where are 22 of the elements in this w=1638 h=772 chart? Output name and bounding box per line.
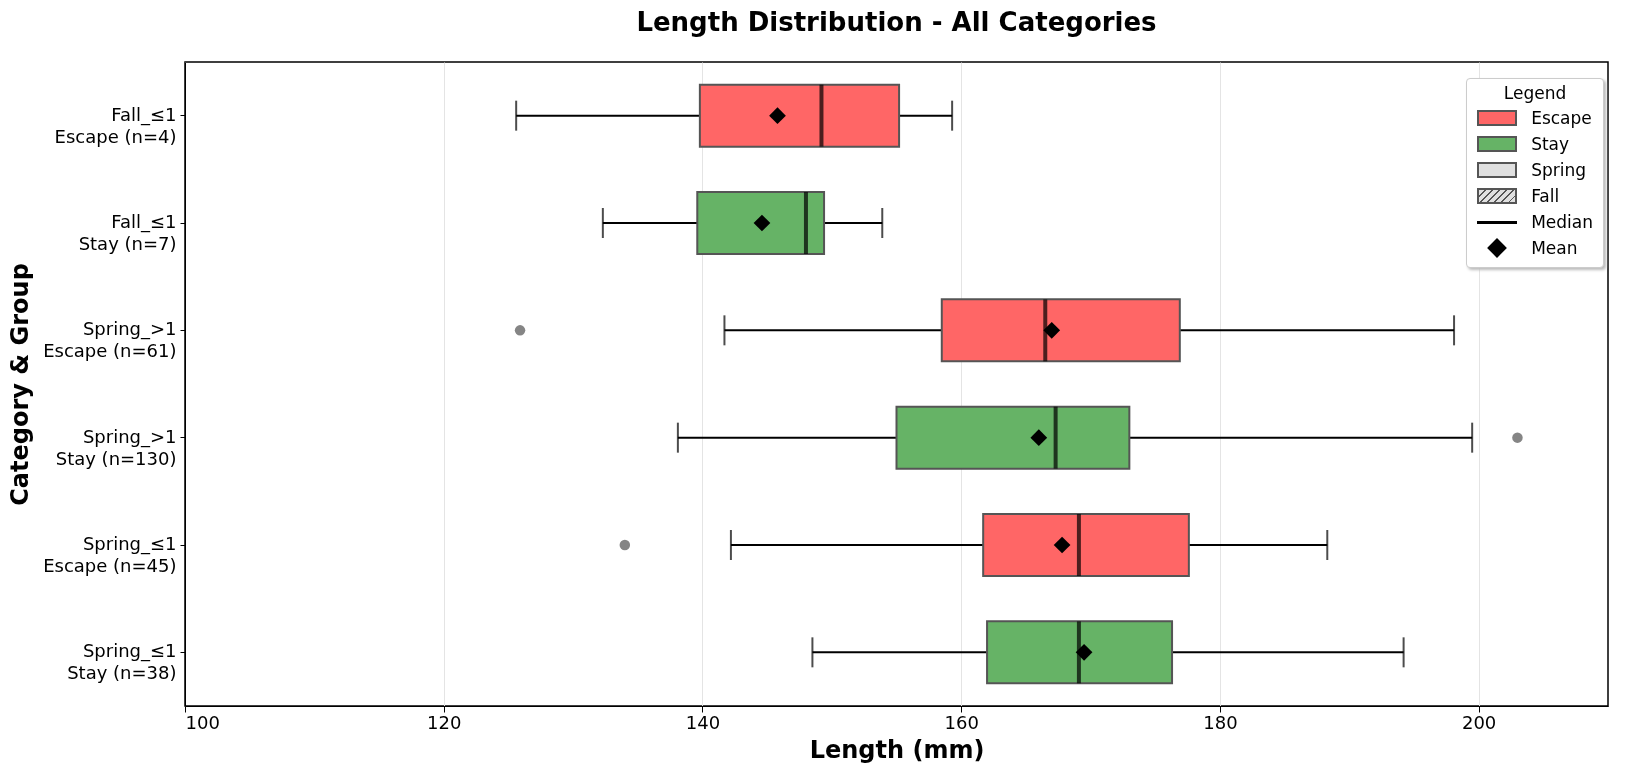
annotation: Mean — [1531, 238, 1578, 258]
annotation: Spring — [1531, 160, 1587, 180]
y-axis-title: Category & Group — [6, 263, 35, 506]
y-tick-label: Spring_>1 Stay (n=130) — [55, 425, 177, 469]
annotation: Fall — [1531, 186, 1560, 206]
x-tick-label: 160 — [944, 711, 979, 733]
legend-title: Legend — [1502, 83, 1568, 103]
annotation: Median — [1531, 212, 1593, 232]
x-axis-title: Length (mm) — [809, 735, 985, 764]
x-tick-label: 200 — [1461, 711, 1497, 733]
chart-title: Length Distribution - All Categories — [636, 7, 1157, 37]
x-tick-label: 180 — [1203, 711, 1238, 733]
x-tick-label: 120 — [427, 711, 462, 733]
y-tick-label: Fall_≤1 Escape (n=4) — [54, 103, 177, 147]
legend-label: Stay — [1531, 134, 1570, 154]
y-tick-label: Spring_≤1 Escape (n=45) — [43, 533, 177, 576]
x-tick-label: 140 — [685, 711, 721, 733]
y-tick-label: Fall_≤1 Stay (n=7) — [78, 211, 177, 254]
y-tick-label: Spring_≤1 Stay (n=38) — [67, 640, 177, 684]
legend-label: Escape — [1531, 108, 1592, 128]
y-tick-label: Spring_>1 Escape (n=61) — [43, 318, 177, 362]
x-tick-label: 100 — [185, 711, 220, 733]
